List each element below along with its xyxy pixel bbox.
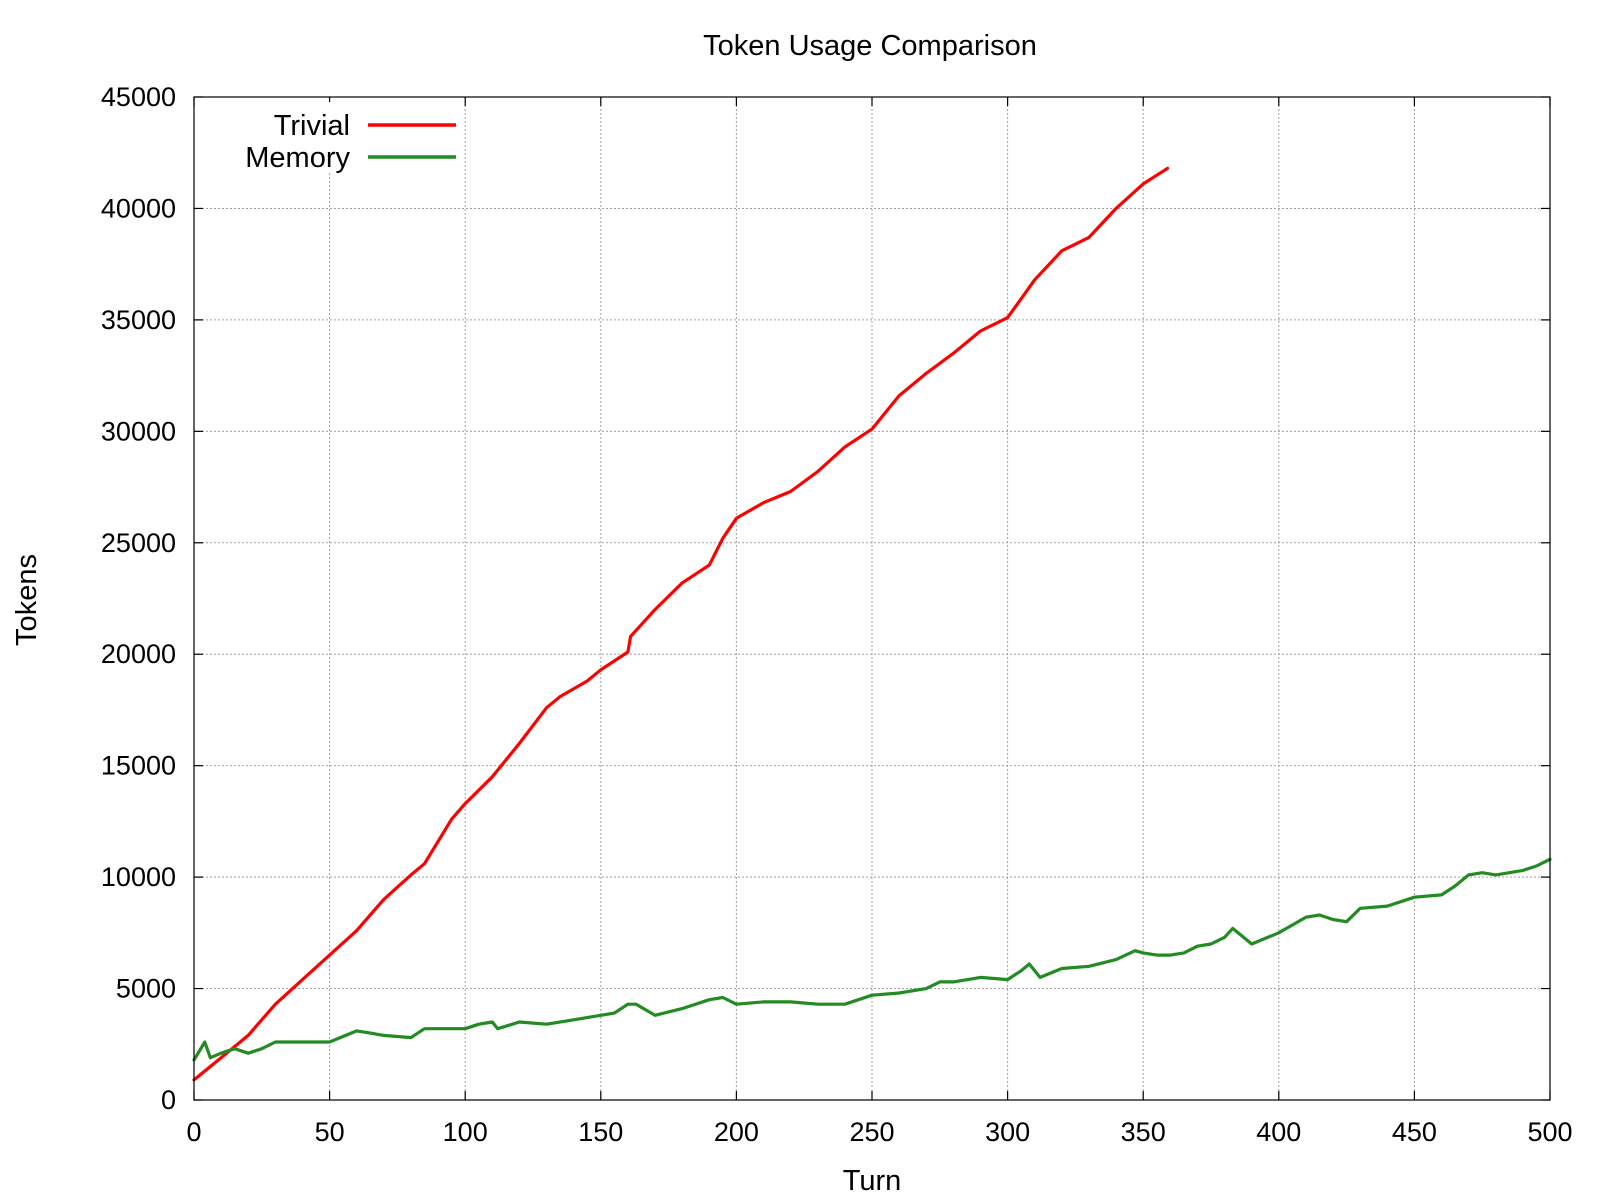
legend-label-trivial: Trivial [274,110,350,142]
x-tick-label: 400 [1256,1117,1301,1147]
x-tick-label: 500 [1527,1117,1572,1147]
y-tick-label: 10000 [101,862,176,892]
series-line-memory [192,857,1552,1062]
series-line-trivial [192,166,1170,1082]
y-tick-label: 5000 [116,974,176,1004]
y-tick-label: 25000 [101,528,176,558]
x-tick-label: 0 [186,1117,201,1147]
x-tick-label: 100 [443,1117,488,1147]
y-tick-label: 35000 [101,305,176,335]
y-tick-label: 40000 [101,193,176,223]
y-tick-label: 15000 [101,751,176,781]
x-tick-label: 300 [985,1117,1030,1147]
series-layer [192,166,1552,1082]
grid [194,97,1550,1100]
x-axis-title: Turn [843,1165,902,1197]
y-tick-label: 0 [161,1085,176,1115]
x-tick-label: 50 [315,1117,345,1147]
x-tick-label: 350 [1121,1117,1166,1147]
y-tick-label: 20000 [101,639,176,669]
x-tick-label: 150 [578,1117,623,1147]
legend-label-memory: Memory [245,142,350,174]
chart-title: Token Usage Comparison [703,30,1037,62]
x-tick-label: 200 [714,1117,759,1147]
x-tick-label: 450 [1392,1117,1437,1147]
legend-background [206,102,456,172]
y-axis-title: Tokens [11,554,43,646]
y-tick-label: 45000 [101,82,176,112]
ticks: 0 50 100 150 200 250 300 350 400 450 5000500010000… [101,82,1573,1147]
y-tick-label: 30000 [101,416,176,446]
x-tick-label: 250 [849,1117,894,1147]
